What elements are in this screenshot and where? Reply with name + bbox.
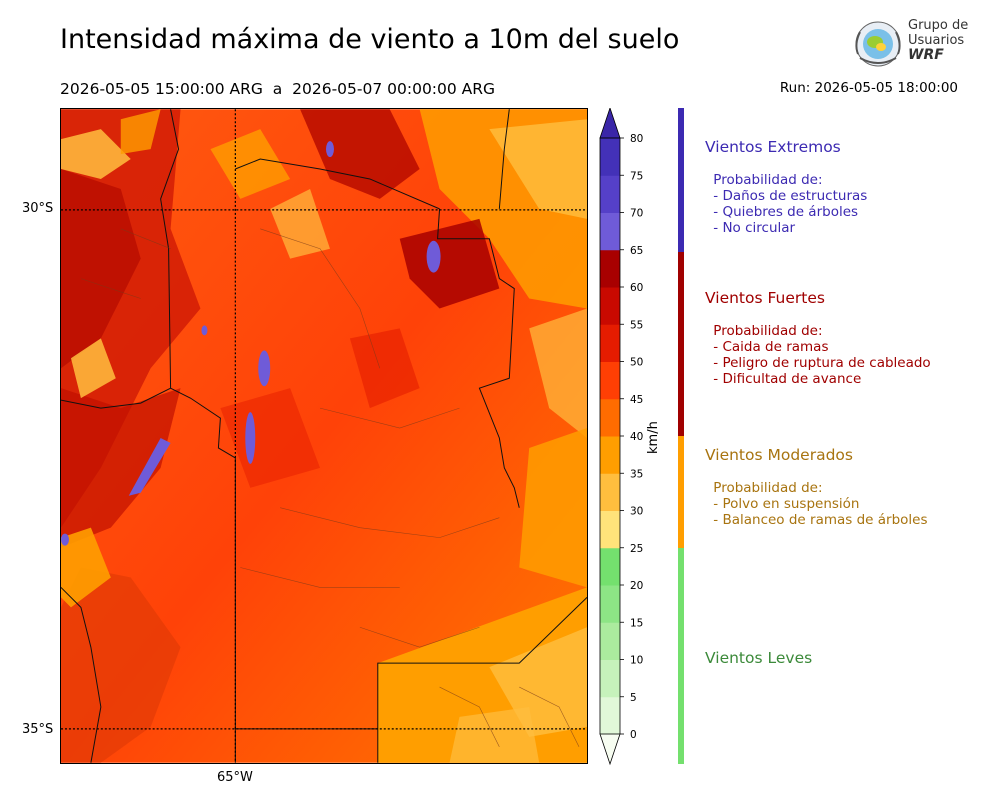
colorbar-extend-high: [599, 108, 621, 139]
wind-map: [60, 108, 588, 764]
logo-line-1: Grupo de: [908, 18, 969, 33]
colorbar-tick-label: 10: [630, 655, 643, 667]
category-title-leves: Vientos Leves: [705, 649, 813, 667]
colorbar-segment: [600, 622, 620, 660]
colorbar-segment: [600, 287, 620, 325]
colorbar-tick-label: 45: [630, 394, 643, 406]
colorbar-tick-label: 50: [630, 357, 643, 369]
logo-line-3: WRF: [908, 47, 944, 63]
map-title: Intensidad máxima de viento a 10m del su…: [60, 24, 680, 55]
colorbar-segment: [600, 436, 620, 474]
colorbar-segment: [600, 361, 620, 400]
category-bar-fuertes: [678, 252, 684, 436]
colorbar-tick-label: 0: [630, 729, 637, 741]
colorbar-tick-label: 30: [630, 506, 643, 518]
colorbar-segment: [600, 249, 620, 288]
category-desc-fuertes: Probabilidad de: - Caida de ramas - Peli…: [713, 323, 931, 387]
logo-text: Grupo de Usuarios WRF: [908, 18, 968, 63]
colorbar-tick-label: 65: [630, 245, 643, 257]
colorbar-tick-label: 70: [630, 208, 643, 220]
colorbar-tick-label: 75: [630, 170, 643, 182]
category-desc-moderados: Probabilidad de: - Polvo en suspensión -…: [713, 480, 928, 528]
colorbar-segment: [600, 696, 620, 735]
colorbar-extend-low: [599, 733, 621, 766]
colorbar-segment: [600, 547, 620, 586]
colorbar-segment: [600, 138, 620, 176]
category-title-extremos: Vientos Extremos: [705, 138, 841, 156]
run-time: Run: 2026-05-05 18:00:00: [779, 80, 958, 96]
colorbar-segment: [600, 212, 620, 251]
logo-line-2: Usuarios: [908, 33, 965, 48]
colorbar-segment: [600, 398, 620, 437]
colorbar-tick-label: 60: [630, 282, 643, 294]
colorbar-tick-label: 40: [630, 431, 643, 443]
category-bar-extremos: [678, 108, 684, 252]
category-bar-leves: [678, 548, 684, 764]
lon-label-65w: 65°W: [217, 770, 253, 785]
colorbar-unit: km/h: [646, 421, 661, 454]
colorbar-tick-label: 55: [630, 319, 643, 331]
lat-label-30s: 30°S: [22, 201, 54, 216]
colorbar-segment: [600, 510, 620, 549]
colorbar: 0 5 10 15 20 25 30 35 40 45 50 55 60 65 70 75 80: [599, 108, 643, 766]
colorbar-segment: [600, 324, 620, 362]
colorbar-tick-label: 5: [630, 692, 637, 704]
colorbar-tick-label: 25: [630, 543, 643, 555]
category-desc-extremos: Probabilidad de: - Daños de estructuras …: [713, 172, 868, 236]
globe-laurel-icon: [855, 21, 901, 67]
category-bar-moderados: [678, 436, 684, 548]
colorbar-segment: [600, 473, 620, 511]
colorbar-tick-label: 80: [630, 133, 643, 145]
colorbar-segment: [600, 659, 620, 698]
lat-label-35s: 35°S: [22, 722, 54, 737]
colorbar-segment: [600, 175, 620, 213]
colorbar-tick-label: 35: [630, 468, 643, 480]
colorbar-segment: [600, 585, 620, 623]
forecast-period: 2026-05-05 15:00:00 ARG a 2026-05-07 00:…: [60, 80, 496, 98]
colorbar-tick-label: 15: [630, 617, 643, 629]
category-title-fuertes: Vientos Fuertes: [705, 289, 825, 307]
colorbar-tick-label: 20: [630, 580, 643, 592]
category-title-moderados: Vientos Moderados: [705, 446, 853, 464]
